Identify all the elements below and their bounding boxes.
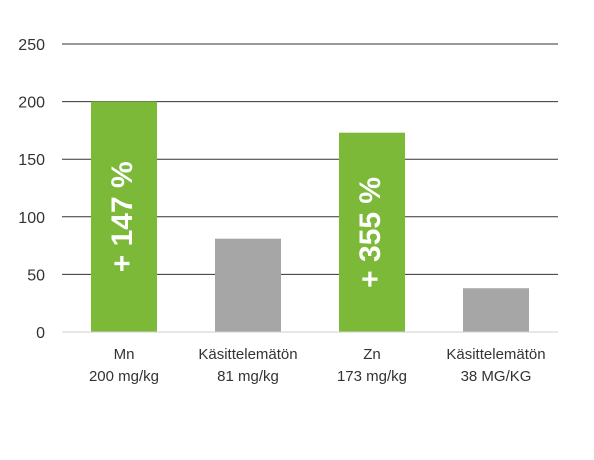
y-tick-label: 0 (36, 325, 45, 342)
bars (91, 101, 529, 332)
category-label: Zn (363, 346, 381, 363)
y-tick-label: 150 (18, 152, 45, 169)
category-sublabel: 173 mg/kg (337, 368, 407, 385)
y-tick-label: 50 (27, 267, 45, 284)
category-sublabel: 200 mg/kg (89, 368, 159, 385)
bar (339, 132, 405, 332)
bar-annotations: + 147 % + 355 % (106, 161, 387, 287)
bar-annotation: + 147 % (106, 161, 139, 272)
y-tick-label: 250 (18, 37, 45, 54)
category-label: Mn (114, 346, 135, 363)
bar (215, 238, 281, 332)
category-sublabel: 81 mg/kg (217, 368, 279, 385)
y-tick-label: 200 (18, 95, 45, 112)
y-axis-tick-labels: 0 50 100 150 200 250 (18, 37, 45, 342)
y-tick-label: 100 (18, 210, 45, 227)
bar (91, 101, 157, 332)
category-label: Käsittelemätön (198, 346, 297, 363)
bar-annotation: + 355 % (354, 177, 387, 288)
category-labels: Mn 200 mg/kg Käsittelemätön 81 mg/kg Zn 173 m… (89, 346, 546, 385)
bar (463, 288, 529, 332)
category-sublabel: 38 MG/KG (461, 368, 532, 385)
category-label: Käsittelemätön (446, 346, 545, 363)
